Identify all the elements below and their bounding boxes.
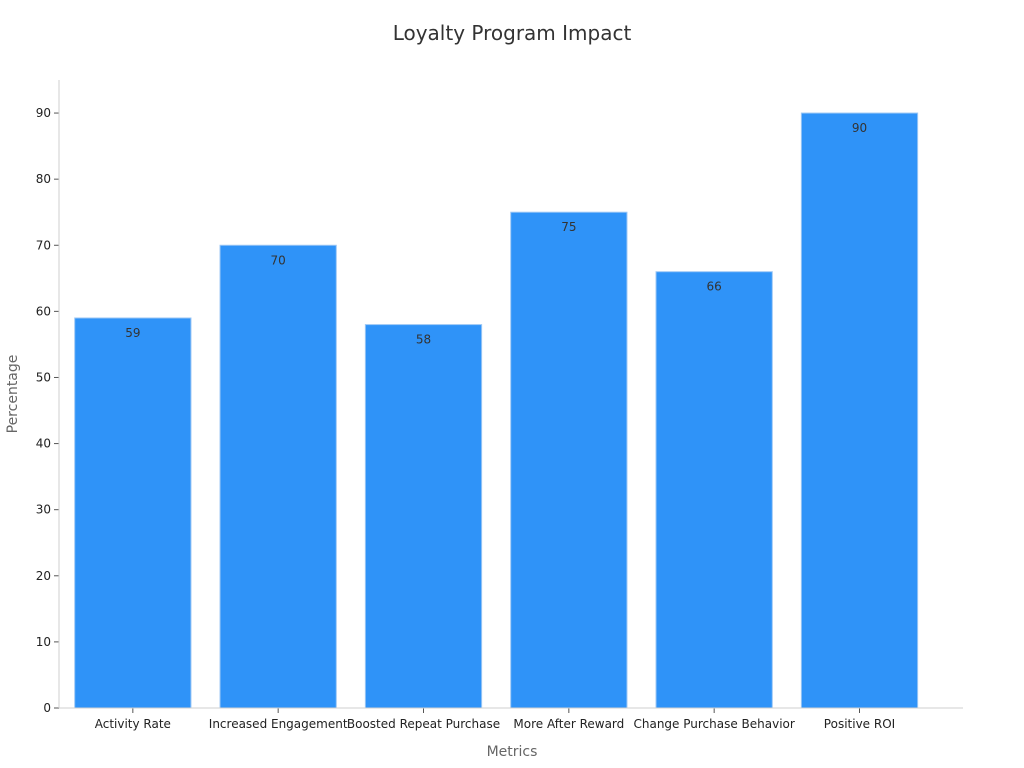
x-tick-label: Change Purchase Behavior: [633, 717, 794, 731]
y-tick-label: 60: [36, 304, 51, 318]
y-axis-ticks: 0 10 20 30 40 50 60 70 80 90: [36, 106, 59, 715]
y-tick-label: 40: [36, 437, 51, 451]
y-tick-label: 20: [36, 569, 51, 583]
bar-value-label: 59: [125, 326, 140, 340]
x-tick-label: More After Reward: [513, 717, 624, 731]
x-axis-label: Metrics: [487, 744, 538, 760]
bar-value-label: 75: [561, 220, 576, 234]
bar-value-label: 66: [707, 280, 722, 294]
bar: [510, 211, 628, 709]
y-tick-label: 70: [36, 238, 51, 252]
y-axis-label: Percentage: [5, 355, 21, 434]
bars-layer: [74, 112, 919, 709]
x-tick-label: Activity Rate: [95, 717, 171, 731]
y-tick-label: 30: [36, 503, 51, 517]
bar-value-label: 90: [852, 121, 867, 135]
bar-value-label: 70: [271, 253, 286, 267]
bar: [364, 324, 483, 709]
bar: [655, 271, 773, 709]
x-tick-label: Positive ROI: [824, 717, 895, 731]
bar: [219, 244, 337, 709]
y-tick-label: 10: [36, 635, 51, 649]
x-tick-label: Boosted Repeat Purchase: [347, 717, 500, 731]
y-tick-label: 90: [36, 106, 51, 120]
chart-title: Loyalty Program Impact: [393, 21, 632, 45]
data-labels-layer: 59 70 58 75 66 90: [125, 121, 867, 347]
y-tick-label: 50: [36, 370, 51, 384]
x-tick-label: Increased Engagement: [209, 717, 348, 731]
y-tick-label: 80: [36, 172, 51, 186]
x-axis-ticks: Activity Rate Increased Engagement Boosted…: [95, 708, 895, 731]
bar: [74, 317, 192, 709]
bar: [800, 112, 919, 709]
bar-value-label: 58: [416, 333, 431, 347]
y-tick-label: 0: [43, 701, 51, 715]
